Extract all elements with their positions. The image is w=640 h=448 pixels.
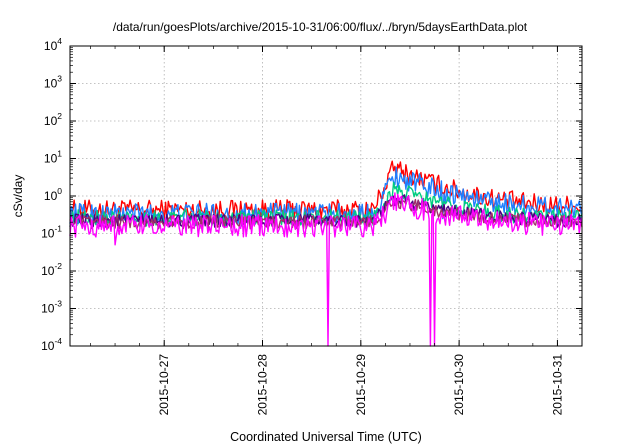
x-tick-label: 2015-10-31 bbox=[550, 354, 564, 416]
y-tick-label: 10-3 bbox=[41, 299, 62, 316]
x-axis-ticks: 2015-10-27 2015-10-28 2015-10-29 2015-10-30… bbox=[90, 46, 564, 415]
y-tick-label: 10-1 bbox=[41, 224, 62, 241]
x-tick-label: 2015-10-30 bbox=[452, 354, 466, 416]
chart-title: /data/run/goesPlots/archive/2015-10-31/0… bbox=[112, 20, 528, 34]
x-axis-label: Coordinated Universal Time (UTC) bbox=[230, 430, 422, 444]
y-tick-label: 10-4 bbox=[41, 336, 62, 353]
x-tick-label: 2015-10-28 bbox=[256, 354, 270, 416]
y-tick-label: 10-2 bbox=[41, 261, 62, 278]
series-line-magenta bbox=[69, 192, 583, 347]
y-tick-label: 103 bbox=[44, 74, 62, 91]
y-tick-label: 100 bbox=[44, 186, 62, 203]
y-tick-label: 104 bbox=[44, 36, 62, 53]
y-axis-ticks: 10-4 10-3 10-2 10-1 100 101 102 103 104 bbox=[41, 36, 582, 353]
x-tick-label: 2015-10-27 bbox=[157, 354, 171, 416]
x-tick-label: 2015-10-29 bbox=[354, 354, 368, 416]
y-tick-label: 101 bbox=[44, 149, 62, 166]
series-layer bbox=[69, 160, 583, 347]
y-tick-label: 102 bbox=[44, 111, 62, 128]
y-axis-label: cSv/day bbox=[11, 175, 25, 218]
